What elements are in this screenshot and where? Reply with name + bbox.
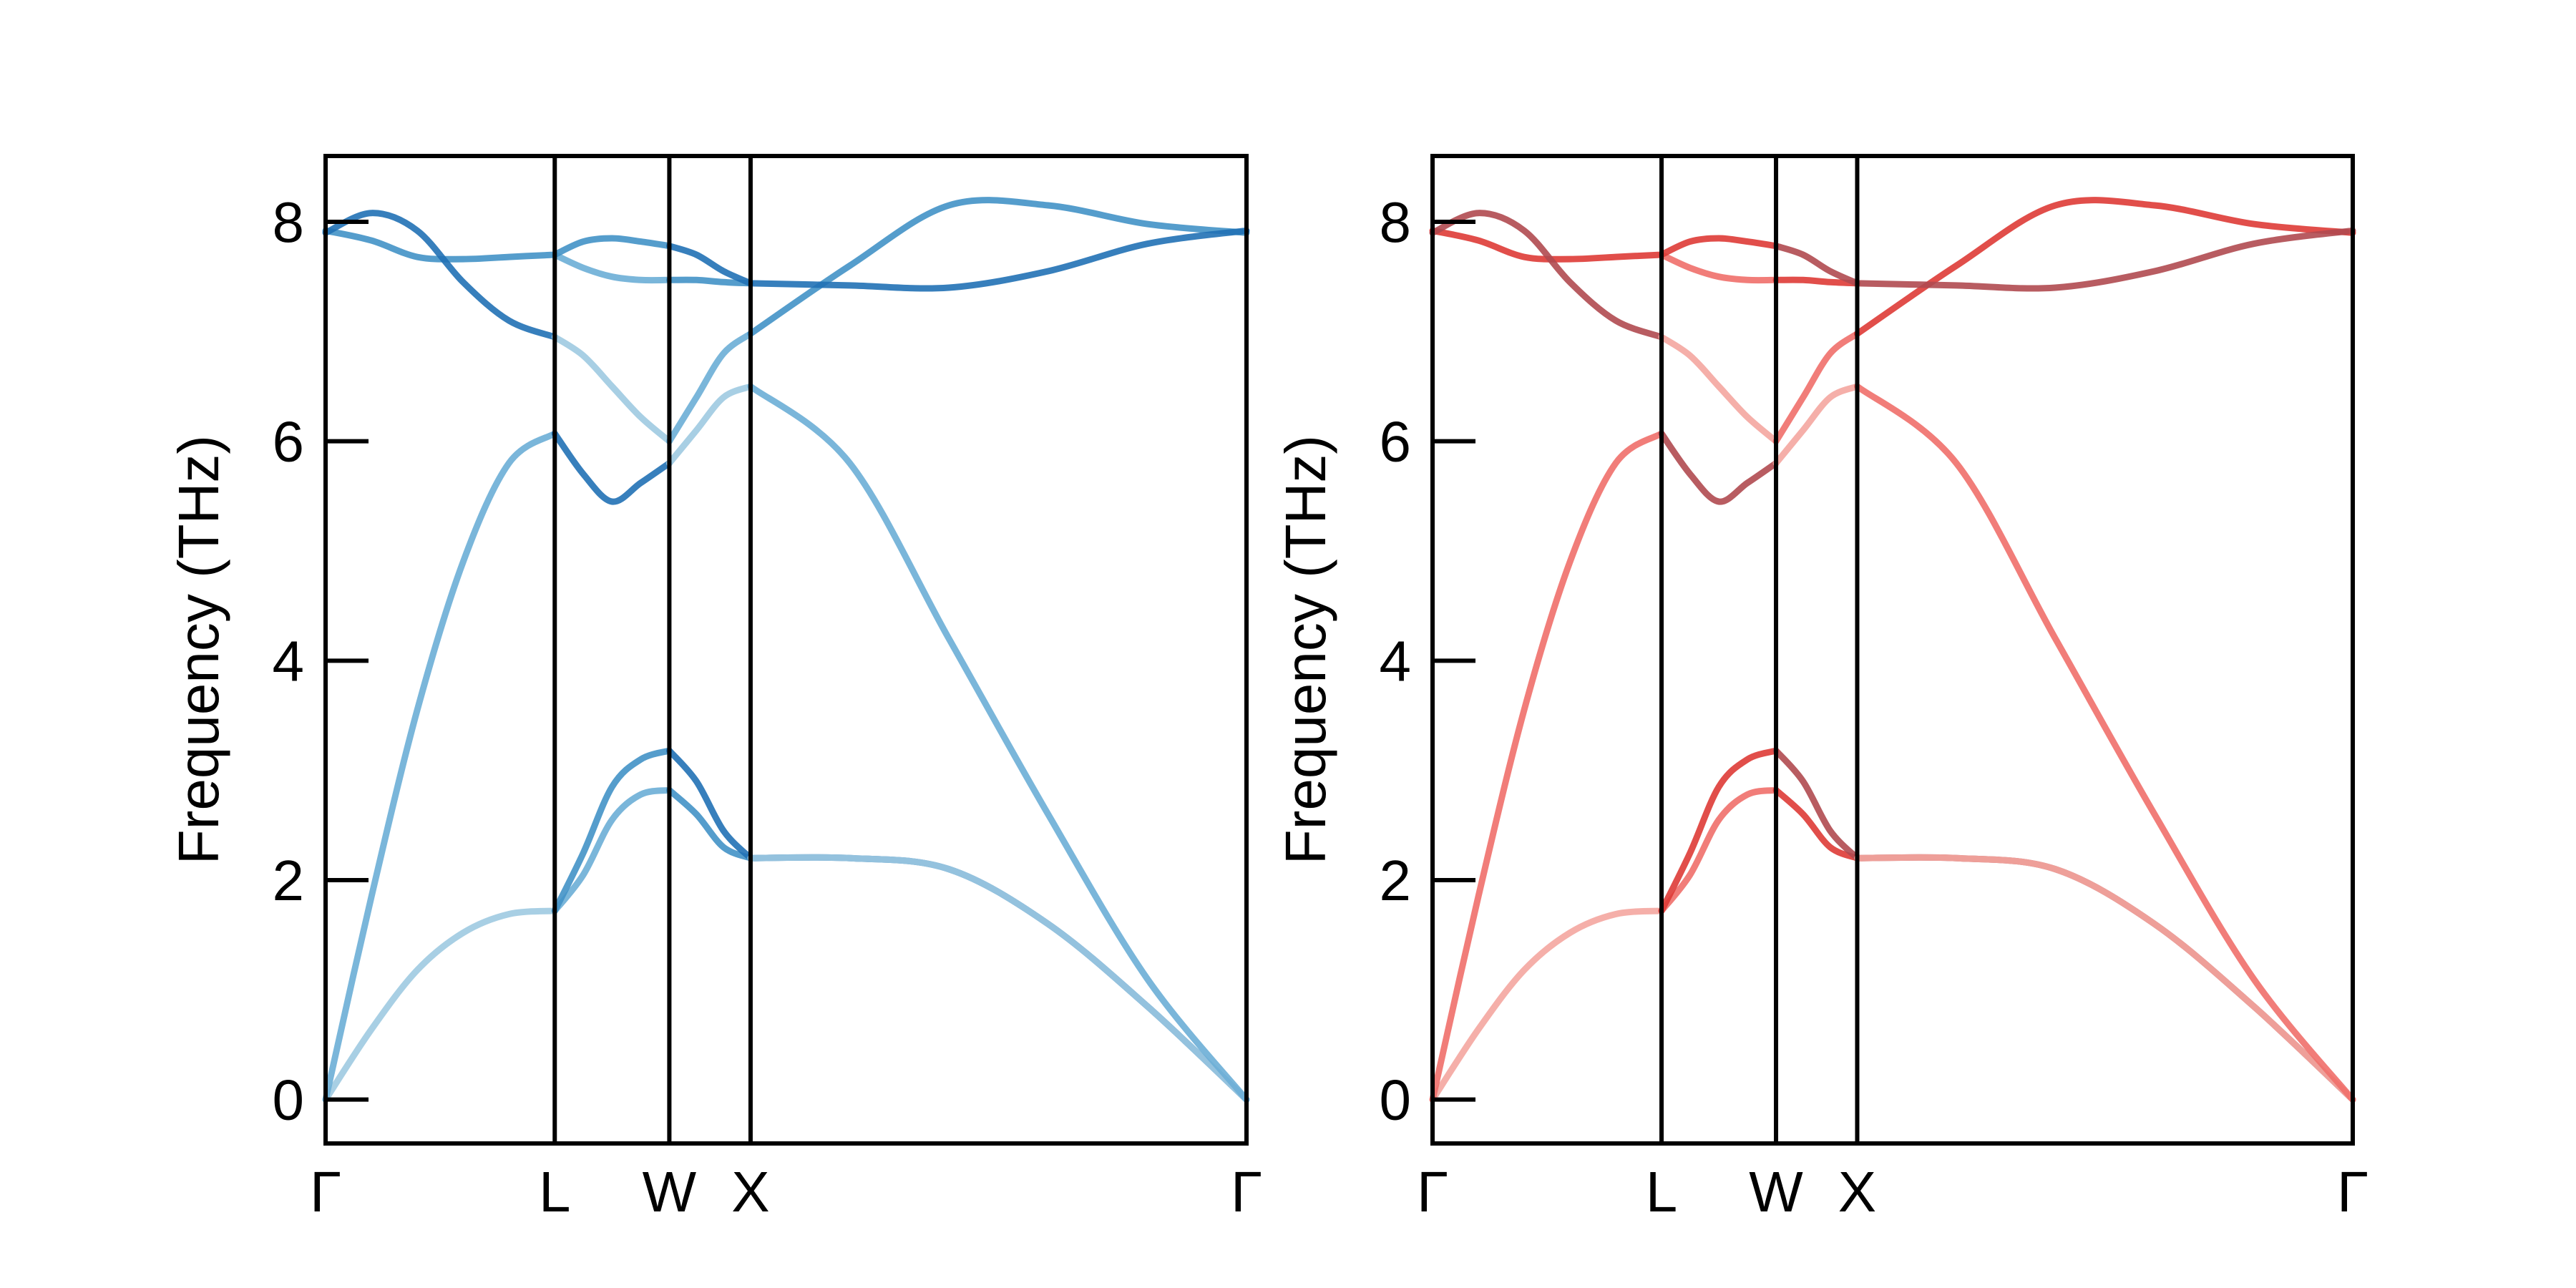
x-tick-label: X <box>731 1160 769 1224</box>
x-tick-label: Γ <box>1231 1160 1262 1224</box>
band-L-W-2 <box>551 430 673 505</box>
y-tick-label: 2 <box>1380 849 1412 912</box>
band-W-X-4 <box>665 276 754 287</box>
band-L-W-2 <box>1658 430 1780 505</box>
band-G-L-3 <box>322 210 558 341</box>
y-tick-label: 0 <box>273 1068 305 1132</box>
y-tick-label: 4 <box>1380 629 1412 693</box>
band-X-G-2 <box>747 383 1250 1103</box>
band-X-G-4 <box>747 227 1250 292</box>
y-tick-label: 0 <box>1380 1068 1412 1132</box>
y-tick-label: 2 <box>273 849 305 912</box>
band-L-W-3 <box>1658 333 1780 445</box>
band-L-W-0 <box>551 786 673 914</box>
band-W-X-2 <box>1772 383 1860 467</box>
y-axis-title: Frequency (THz) <box>167 435 230 864</box>
band-G-L-3 <box>1429 210 1665 341</box>
band-L-W-5 <box>551 235 673 258</box>
x-tick-label: X <box>1838 1160 1876 1224</box>
y-tick-label: 6 <box>273 410 305 474</box>
band-X-G-1 <box>1854 854 2356 1103</box>
band-L-W-1 <box>551 747 673 914</box>
x-tick-label: Γ <box>310 1160 341 1224</box>
y-axis-title: Frequency (THz) <box>1274 435 1337 864</box>
band-lines <box>322 197 1250 1103</box>
band-G-L-1 <box>1429 430 1665 1103</box>
band-W-X-4 <box>1772 276 1860 287</box>
band-W-X-0 <box>665 786 754 862</box>
band-lines <box>1429 197 2356 1103</box>
x-tick-label: W <box>643 1160 697 1224</box>
x-tick-label: L <box>539 1160 571 1224</box>
band-X-G-3 <box>1854 197 2356 337</box>
band-W-X-3 <box>1772 330 1860 445</box>
band-L-W-0 <box>1658 786 1780 914</box>
x-tick-label: Γ <box>1417 1160 1448 1224</box>
x-tick-label: L <box>1646 1160 1678 1224</box>
band-X-G-4 <box>1854 227 2356 292</box>
y-tick-label: 8 <box>273 190 305 254</box>
band-W-X-1 <box>665 747 754 862</box>
band-L-W-4 <box>551 251 673 284</box>
band-L-W-5 <box>1658 235 1780 258</box>
y-tick-label: 6 <box>1380 410 1412 474</box>
plot-frame <box>1430 154 2355 1146</box>
band-X-G-3 <box>747 197 1250 337</box>
band-G-L-1 <box>322 430 558 1103</box>
band-L-W-3 <box>551 333 673 445</box>
x-tick-label: Γ <box>2337 1160 2368 1224</box>
band-X-G-2 <box>1854 383 2356 1103</box>
band-W-X-1 <box>1772 747 1860 862</box>
band-W-X-0 <box>1772 786 1860 862</box>
right-panel: 0 2 4 6 8 Γ L W X Γ Frequency (THz) <box>1274 154 2368 1224</box>
band-W-X-5 <box>1772 243 1860 287</box>
left-panel: 0 2 4 6 8 Γ L W X Γ Frequency (THz) <box>167 154 1262 1224</box>
y-tick-label: 4 <box>273 629 305 693</box>
y-tick-label: 8 <box>1380 190 1412 254</box>
x-tick-label: W <box>1749 1160 1803 1224</box>
band-W-X-2 <box>665 383 754 467</box>
band-G-L-0 <box>1429 907 1665 1103</box>
band-L-W-4 <box>1658 251 1780 284</box>
band-W-X-5 <box>665 243 754 287</box>
band-G-L-0 <box>322 907 558 1103</box>
plot-frame <box>323 154 1249 1146</box>
band-W-X-3 <box>665 330 754 445</box>
band-L-W-1 <box>1658 747 1780 914</box>
band-X-G-1 <box>747 854 1250 1103</box>
